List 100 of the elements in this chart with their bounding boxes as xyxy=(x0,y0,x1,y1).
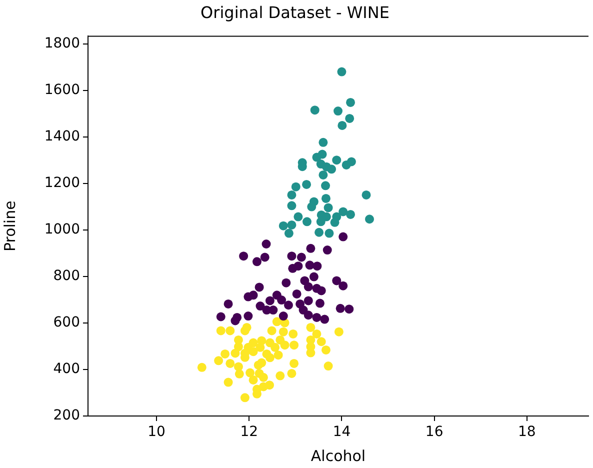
point xyxy=(248,375,258,384)
point xyxy=(327,164,336,174)
point xyxy=(306,244,316,253)
point xyxy=(321,181,330,190)
point xyxy=(320,314,330,324)
point xyxy=(291,182,300,192)
point xyxy=(290,358,299,368)
y-tick-label: 1800 xyxy=(44,36,80,52)
point xyxy=(267,326,276,336)
point xyxy=(287,190,296,200)
point xyxy=(338,207,348,216)
point xyxy=(362,190,371,200)
point xyxy=(346,157,356,166)
point xyxy=(316,217,326,226)
point xyxy=(256,342,265,352)
point xyxy=(336,304,345,313)
point xyxy=(316,337,326,346)
x-tick-label: 14 xyxy=(332,424,351,440)
point xyxy=(294,262,303,271)
x-tick-label: 16 xyxy=(425,424,444,440)
point xyxy=(246,368,255,378)
point xyxy=(284,228,294,238)
y-axis-title: Proline xyxy=(0,200,19,252)
point xyxy=(302,180,312,189)
point xyxy=(278,327,288,336)
y-tick-label: 1000 xyxy=(44,222,80,238)
point xyxy=(256,302,265,311)
point xyxy=(274,350,283,360)
x-tick-label: 18 xyxy=(518,424,536,440)
point xyxy=(304,310,313,320)
point xyxy=(216,326,226,336)
point xyxy=(318,138,328,147)
point xyxy=(278,312,288,321)
point xyxy=(216,312,226,322)
point xyxy=(330,218,340,227)
point xyxy=(262,240,271,248)
point xyxy=(224,299,233,308)
x-axis-title: Alcohol xyxy=(310,446,366,465)
point xyxy=(302,217,312,226)
point xyxy=(276,371,285,380)
point xyxy=(290,340,299,350)
point xyxy=(334,106,343,116)
point xyxy=(334,327,344,336)
point xyxy=(307,202,316,212)
point xyxy=(287,368,296,378)
point xyxy=(314,228,324,237)
point xyxy=(322,246,332,255)
y-tick-label: 600 xyxy=(53,314,80,331)
point xyxy=(321,345,330,354)
point xyxy=(282,278,291,288)
point xyxy=(309,272,318,282)
point xyxy=(292,289,302,298)
point xyxy=(240,326,250,336)
point xyxy=(280,340,290,350)
point xyxy=(332,156,342,165)
point xyxy=(226,358,235,368)
point xyxy=(277,296,286,305)
point xyxy=(234,369,244,378)
point xyxy=(230,316,240,326)
point xyxy=(248,347,258,356)
point xyxy=(324,203,333,212)
point xyxy=(304,296,313,306)
point xyxy=(288,329,298,338)
y-tick-label: 1200 xyxy=(44,175,80,192)
point xyxy=(296,252,306,262)
point xyxy=(338,120,347,130)
y-tick-label: 200 xyxy=(53,408,80,424)
point xyxy=(268,306,278,315)
y-tick-label: 800 xyxy=(53,268,80,284)
point xyxy=(278,221,288,230)
point xyxy=(252,257,262,266)
chart-title: Original Dataset - WINE xyxy=(200,2,390,22)
point xyxy=(224,378,233,387)
point xyxy=(226,326,235,336)
y-tick-label: 400 xyxy=(53,361,80,378)
point xyxy=(265,353,274,362)
point xyxy=(284,300,293,310)
point xyxy=(272,317,282,326)
point xyxy=(312,262,322,271)
y-tick-label: 1600 xyxy=(44,82,80,98)
point xyxy=(306,322,316,332)
point xyxy=(346,98,356,107)
point xyxy=(332,276,342,286)
point xyxy=(265,296,274,306)
point xyxy=(344,304,354,314)
point xyxy=(248,290,258,300)
point xyxy=(254,282,264,292)
y-tick-label: 1400 xyxy=(44,128,80,145)
point xyxy=(264,380,274,390)
point xyxy=(365,214,374,224)
point xyxy=(244,312,253,321)
point xyxy=(312,312,322,322)
point xyxy=(318,150,327,159)
point xyxy=(258,372,268,382)
point xyxy=(257,358,266,368)
point xyxy=(230,348,240,358)
point xyxy=(337,67,346,76)
point xyxy=(315,298,324,308)
point xyxy=(312,329,322,338)
point xyxy=(324,228,334,238)
